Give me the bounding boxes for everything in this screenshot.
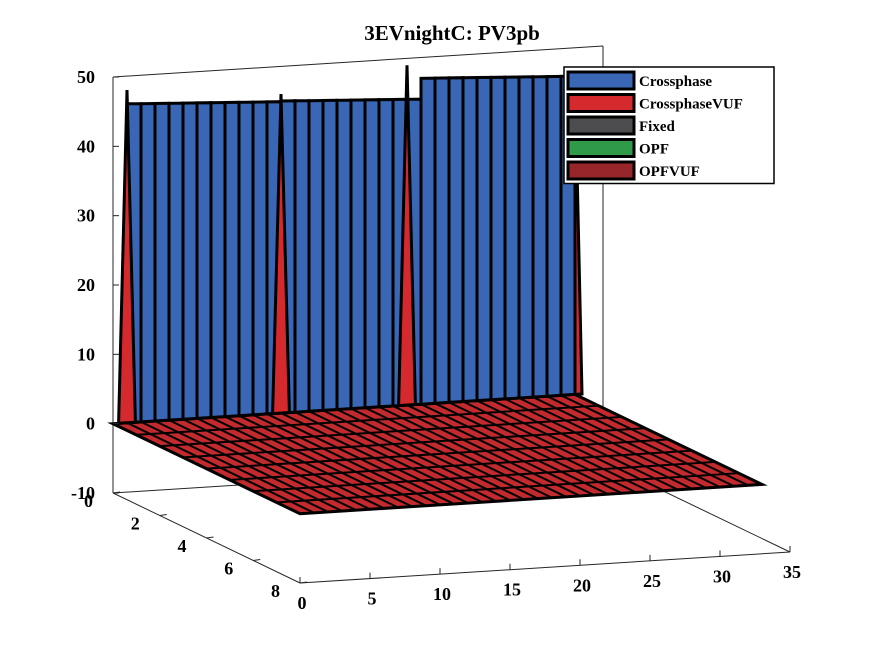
ridge-panel bbox=[461, 75, 479, 404]
ridge-panel bbox=[307, 98, 325, 413]
ridge-red-spike bbox=[271, 94, 291, 416]
y-tick-mark bbox=[159, 514, 167, 516]
y-tick-mark bbox=[253, 559, 261, 561]
ridge-panel bbox=[251, 100, 269, 417]
y-tick-mark bbox=[206, 536, 214, 539]
axis-line bbox=[112, 45, 604, 78]
x-tick-label: 35 bbox=[783, 562, 801, 582]
legend-swatch bbox=[566, 138, 636, 158]
floor-surface bbox=[107, 392, 768, 516]
ridge-panel bbox=[293, 99, 311, 414]
floor-grid-line bbox=[183, 427, 646, 459]
ridge-red-spike bbox=[397, 65, 417, 408]
legend-label: OPFVUF bbox=[639, 164, 700, 180]
legend-label: CrossphaseVUF bbox=[639, 97, 743, 113]
y-tick-mark bbox=[112, 491, 121, 494]
floor-grid-line bbox=[112, 422, 301, 515]
ridge-panel bbox=[447, 76, 465, 404]
floor-grid-line bbox=[299, 483, 763, 515]
floor-grid-line bbox=[276, 472, 739, 504]
ridge-panel bbox=[503, 75, 521, 401]
floor-grid-line bbox=[159, 415, 622, 448]
legend-swatch bbox=[566, 115, 636, 136]
floor-grid-line bbox=[136, 404, 599, 436]
ridge-panel bbox=[335, 98, 353, 412]
chart-title: 3EVnightC: PV3pb bbox=[364, 21, 540, 45]
x-tick-label: 0 bbox=[298, 593, 307, 613]
legend-swatch bbox=[566, 160, 636, 181]
x-tick-label: 20 bbox=[573, 575, 591, 595]
ridge-panel bbox=[349, 98, 367, 411]
ridge bbox=[117, 89, 290, 425]
ridge-panel bbox=[321, 98, 339, 412]
ridge-red-spike bbox=[117, 89, 137, 425]
ridge-panel bbox=[167, 101, 185, 422]
legend[interactable]: Crossphase CrossphaseVUF Fixed OPF OPFVUF bbox=[563, 66, 775, 185]
ridge-panel bbox=[489, 75, 507, 402]
ridge-panel bbox=[531, 75, 549, 399]
legend-swatch bbox=[566, 93, 636, 113]
ridge-panel bbox=[181, 101, 199, 421]
x-tick-label: 10 bbox=[433, 584, 451, 604]
ridge-panel bbox=[545, 74, 563, 398]
ridge-panel bbox=[139, 101, 157, 424]
ridge-panel bbox=[237, 100, 255, 418]
x-tick-label: 5 bbox=[368, 589, 377, 609]
ridge-surfaces bbox=[117, 65, 584, 425]
x-tick-label: 15 bbox=[503, 580, 521, 600]
floor-grid-line bbox=[206, 438, 669, 470]
floor-grid-line bbox=[229, 449, 692, 481]
legend-label: OPF bbox=[639, 142, 669, 158]
legend-label: Fixed bbox=[639, 119, 675, 135]
ridge-panel bbox=[377, 97, 395, 409]
z-tick-label: -10 bbox=[71, 483, 95, 503]
ridge-panel bbox=[475, 75, 493, 403]
axis-line bbox=[299, 551, 791, 584]
z-tick-label: 10 bbox=[77, 344, 95, 364]
ridge-panel bbox=[419, 76, 437, 406]
y-tick-mark bbox=[299, 581, 308, 584]
z-tick-label: 0 bbox=[86, 414, 95, 434]
x-tick-label: 30 bbox=[713, 566, 731, 586]
ridge-panel bbox=[153, 101, 171, 423]
y-tick-label: 2 bbox=[131, 514, 140, 534]
ridge bbox=[397, 65, 584, 408]
x-tick-label: 25 bbox=[643, 571, 661, 591]
y-tick-label: 8 bbox=[271, 581, 280, 601]
z-tick-label: 30 bbox=[77, 206, 95, 226]
y-tick-label: 0 bbox=[84, 491, 93, 511]
ridge-panel bbox=[195, 101, 213, 420]
z-tick-label: 40 bbox=[77, 136, 95, 156]
legend-swatch bbox=[566, 70, 636, 91]
ridge-panel bbox=[209, 100, 227, 420]
ridge-panel bbox=[223, 100, 241, 419]
z-tick-label: 20 bbox=[77, 275, 95, 295]
ridge-panel bbox=[363, 98, 381, 410]
floor-grid-line bbox=[253, 460, 716, 493]
y-tick-label: 6 bbox=[224, 559, 233, 579]
y-tick-label: 4 bbox=[178, 536, 187, 556]
z-tick-label: 50 bbox=[77, 67, 95, 87]
ridge-panel bbox=[517, 75, 535, 400]
legend-label: Crossphase bbox=[639, 74, 712, 90]
ridge-panel bbox=[433, 76, 451, 405]
